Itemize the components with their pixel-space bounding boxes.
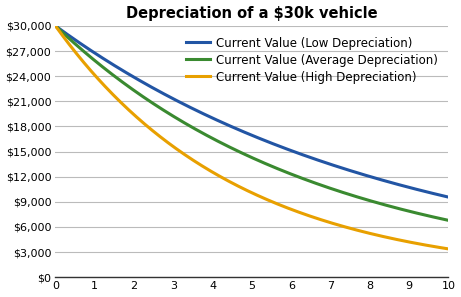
Current Value (Average Depreciation)	[53, 24, 58, 28]
Current Value (Average Depreciation)	[446, 219, 451, 222]
Current Value (High Depreciation)	[266, 198, 271, 202]
Current Value (High Depreciation)	[287, 207, 292, 211]
Line: Current Value (High Depreciation): Current Value (High Depreciation)	[55, 26, 449, 249]
Current Value (High Depreciation)	[239, 186, 245, 190]
Current Value (Low Depreciation)	[287, 148, 292, 152]
Title: Depreciation of a $30k vehicle: Depreciation of a $30k vehicle	[126, 6, 378, 20]
Current Value (High Depreciation)	[446, 247, 451, 251]
Current Value (Low Depreciation)	[53, 24, 58, 28]
Current Value (Average Depreciation)	[287, 172, 292, 175]
Current Value (Average Depreciation)	[266, 163, 271, 167]
Current Value (Low Depreciation)	[375, 177, 380, 181]
Current Value (Low Depreciation)	[242, 130, 247, 134]
Current Value (Average Depreciation)	[436, 217, 442, 220]
Current Value (High Depreciation)	[53, 24, 58, 28]
Line: Current Value (Low Depreciation): Current Value (Low Depreciation)	[55, 26, 449, 197]
Current Value (Low Depreciation)	[266, 140, 271, 144]
Current Value (Low Depreciation)	[446, 195, 451, 199]
Current Value (Average Depreciation)	[239, 151, 245, 155]
Line: Current Value (Average Depreciation): Current Value (Average Depreciation)	[55, 26, 449, 220]
Current Value (Low Depreciation)	[436, 193, 442, 197]
Legend: Current Value (Low Depreciation), Current Value (Average Depreciation), Current : Current Value (Low Depreciation), Curren…	[182, 32, 443, 89]
Current Value (High Depreciation)	[436, 246, 442, 249]
Current Value (Average Depreciation)	[375, 201, 380, 205]
Current Value (High Depreciation)	[242, 187, 247, 191]
Current Value (High Depreciation)	[375, 233, 380, 237]
Current Value (Average Depreciation)	[242, 152, 247, 156]
Current Value (Low Depreciation)	[239, 129, 245, 133]
